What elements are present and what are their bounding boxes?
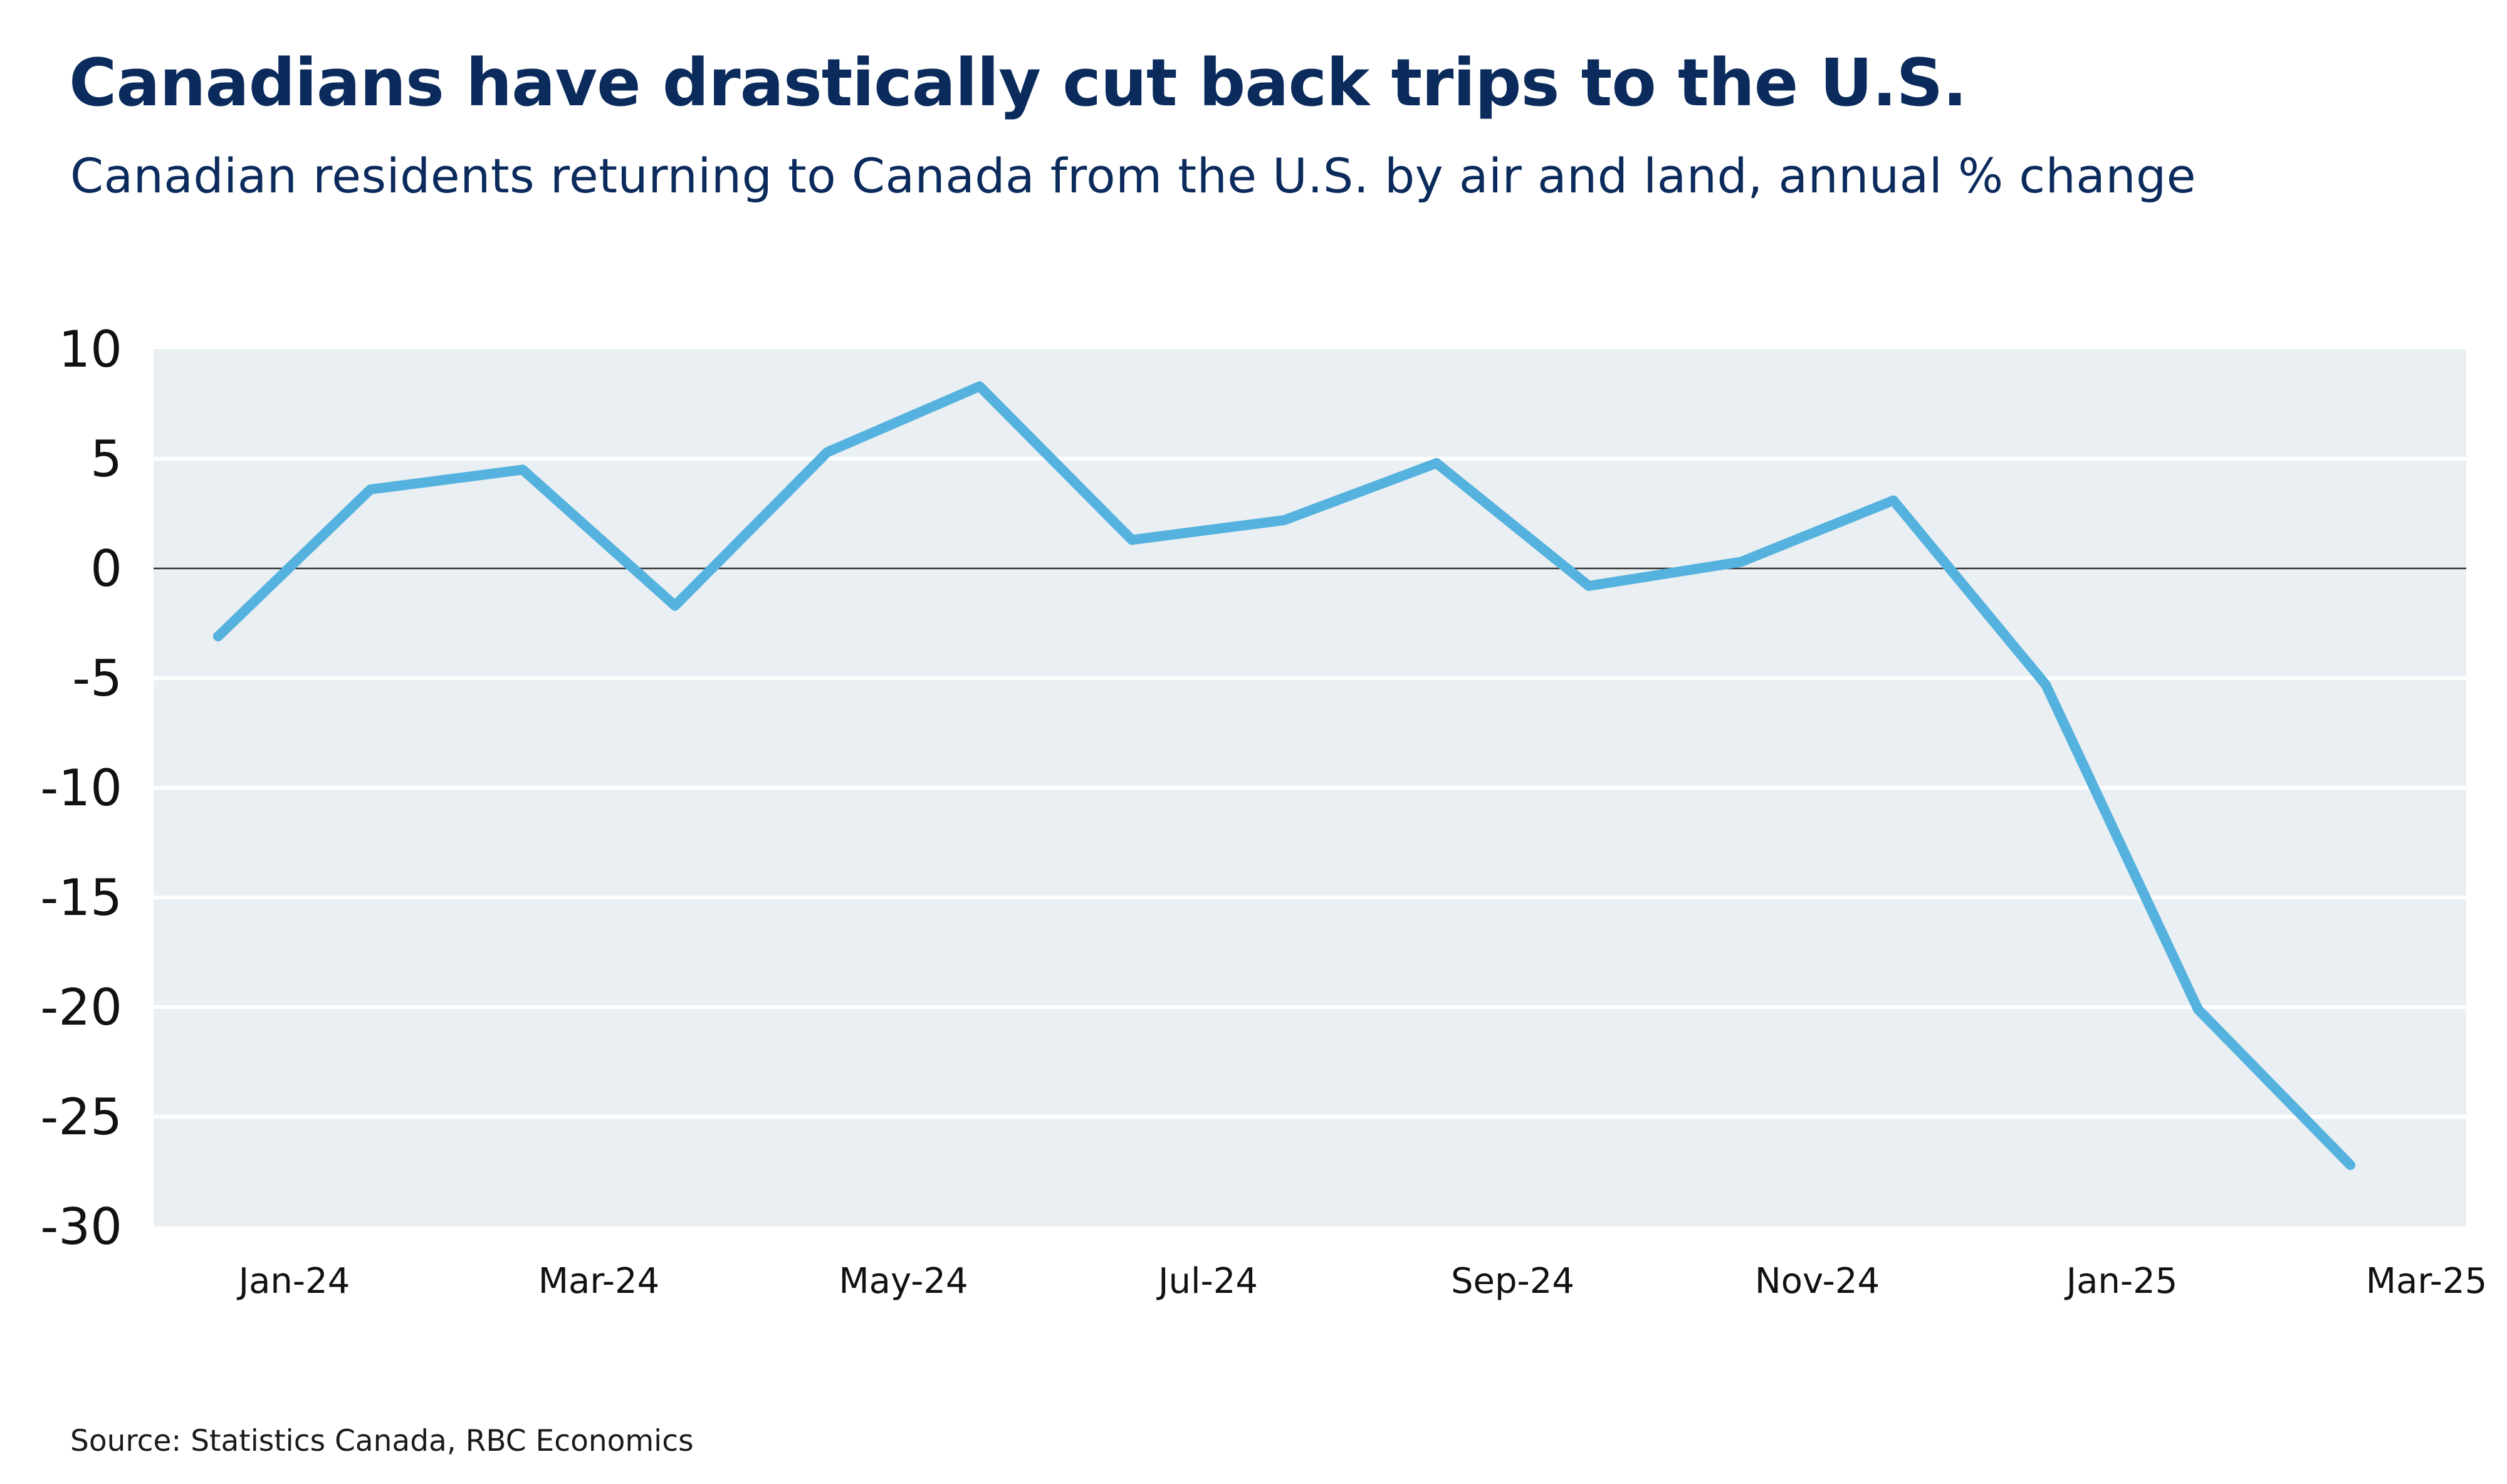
data-point — [822, 447, 832, 457]
x-tick-label: May-24 — [839, 1261, 968, 1302]
x-tick-label: Jul-24 — [1156, 1261, 1258, 1302]
y-axis: 10 5 0 -5 -10 -15 -20 -25 -30 — [40, 320, 122, 1256]
y-tick-label: -20 — [40, 978, 122, 1037]
chart-title: Canadians have drastically cut back trip… — [69, 44, 1967, 121]
data-point — [2041, 680, 2051, 690]
data-point — [1584, 581, 1594, 591]
data-point — [1431, 458, 1442, 468]
y-tick-label: 5 — [90, 430, 122, 488]
data-point — [1736, 557, 1746, 567]
x-tick-label: Sep-24 — [1451, 1261, 1574, 1302]
x-tick-label: Jan-24 — [237, 1261, 350, 1302]
x-tick-label: Jan-25 — [2065, 1261, 2178, 1302]
series-group — [213, 381, 2355, 1170]
y-tick-label: -5 — [72, 649, 122, 708]
source-note: Source: Statistics Canada, RBC Economics — [70, 1424, 694, 1458]
gridlines — [154, 457, 2466, 1119]
x-tick-label: Mar-24 — [538, 1261, 660, 1302]
data-point — [975, 382, 985, 392]
chart-subtitle: Canadian residents returning to Canada f… — [70, 148, 2197, 204]
x-axis: Jan-24 Mar-24 May-24 Jul-24 Sep-24 Nov-24 Jan-… — [237, 1261, 2488, 1302]
series-line — [213, 381, 2355, 1170]
y-tick-label: 0 — [90, 540, 122, 598]
data-point — [670, 601, 680, 611]
data-point — [518, 465, 528, 475]
data-point — [213, 632, 223, 642]
y-tick-label: -10 — [40, 759, 122, 817]
data-point — [2345, 1160, 2355, 1170]
y-tick-label: 10 — [58, 320, 122, 379]
y-tick-label: -30 — [40, 1198, 122, 1256]
data-point — [2193, 1005, 2203, 1015]
data-point — [1279, 515, 1289, 525]
data-point — [1127, 535, 1137, 545]
data-point — [1888, 496, 1898, 506]
y-tick-label: -15 — [40, 869, 122, 927]
x-tick-label: Mar-25 — [2366, 1261, 2488, 1302]
y-tick-label: -25 — [40, 1088, 122, 1146]
x-tick-label: Nov-24 — [1755, 1261, 1880, 1302]
data-point — [365, 484, 375, 494]
